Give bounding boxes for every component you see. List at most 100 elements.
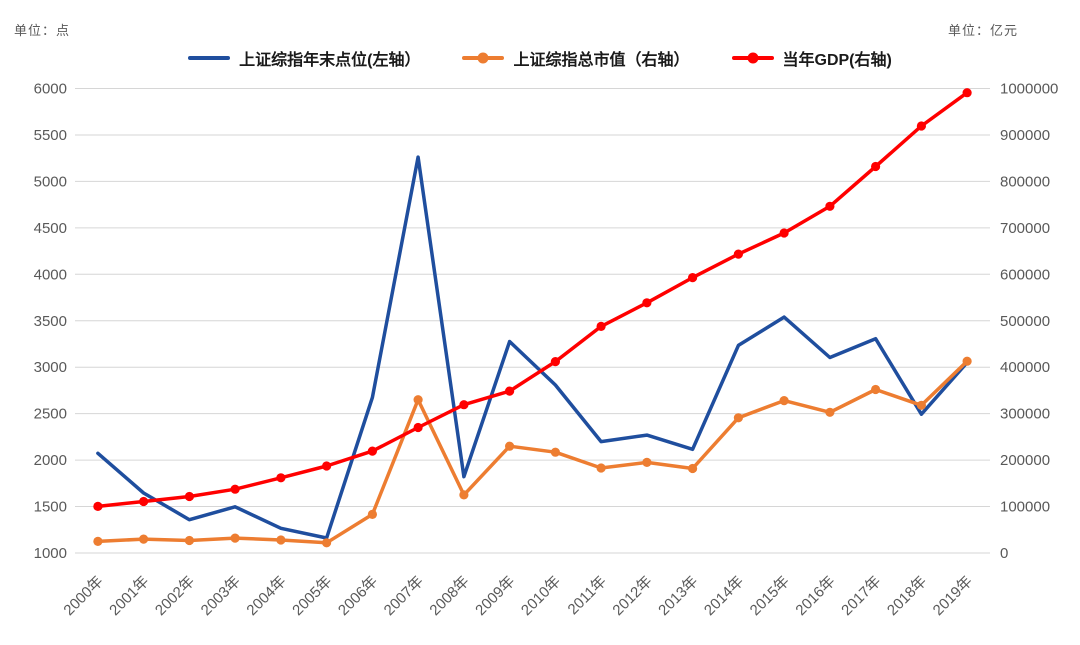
series-marker-1 <box>733 413 744 423</box>
x-axis-label: 2002年 <box>152 573 198 619</box>
legend-item-sse-index: 上证综指年末点位(左轴） <box>188 46 420 70</box>
x-axis-label: 2013年 <box>655 573 701 619</box>
legend-line-swatch-icon <box>188 56 231 60</box>
left-axis-tick: 6000 <box>34 81 67 98</box>
left-axis-tick: 2000 <box>34 452 67 469</box>
series-marker-1 <box>184 535 194 546</box>
right-axis-tick: 400000 <box>1000 359 1050 376</box>
legend-line-swatch-icon <box>731 52 774 64</box>
right-axis-tick: 1000000 <box>1000 81 1058 98</box>
series-marker-2 <box>367 446 377 456</box>
series-marker-1 <box>139 534 149 544</box>
x-axis-label: 2012年 <box>609 573 655 619</box>
series-line-2 <box>96 90 969 509</box>
right-axis-tick: 300000 <box>1000 406 1050 423</box>
x-axis-label: 2011年 <box>565 573 610 618</box>
series-marker-2 <box>322 461 332 471</box>
legend-marker-dot-icon <box>477 52 489 64</box>
series-marker-1 <box>550 447 561 457</box>
x-axis-label: 2015年 <box>747 573 793 619</box>
chart-legend: 上证综指年末点位(左轴） 上证综指总市值（右轴） 当年GDP(右轴) <box>0 46 1080 70</box>
x-axis-label: 2006年 <box>335 573 381 619</box>
x-axis-label: 2019年 <box>930 573 976 619</box>
x-axis-label: 2010年 <box>518 573 564 619</box>
series-marker-1 <box>413 395 423 405</box>
series-marker-1 <box>93 536 103 547</box>
x-axis-label: 2003年 <box>198 573 244 619</box>
series-marker-1 <box>871 384 881 395</box>
legend-label: 上证综指年末点位(左轴） <box>239 52 421 69</box>
left-axis-tick: 5000 <box>34 173 67 190</box>
x-axis-label: 2014年 <box>701 573 747 619</box>
left-axis-tick: 4000 <box>34 266 67 283</box>
x-axis-label: 2009年 <box>472 573 518 619</box>
series-marker-2 <box>93 501 103 511</box>
series-marker-2 <box>642 298 652 308</box>
x-axis-label: 2016年 <box>792 573 838 619</box>
series-line-1 <box>96 359 969 545</box>
series-marker-2 <box>139 496 149 507</box>
series-marker-1 <box>916 400 927 410</box>
right-axis-tick: 700000 <box>1000 220 1050 237</box>
x-axis-label: 2008年 <box>426 573 472 619</box>
series-marker-1 <box>276 535 286 545</box>
legend-marker-dot-icon <box>747 52 758 64</box>
series-marker-1 <box>779 396 789 406</box>
right-axis-tick: 200000 <box>1000 452 1050 469</box>
x-axis-label: 2000年 <box>60 573 106 619</box>
series-marker-2 <box>505 386 515 396</box>
x-axis-label: 2001年 <box>106 573 152 619</box>
series-marker-1 <box>322 538 332 548</box>
x-axis-label: 2007年 <box>381 573 427 619</box>
series-marker-1 <box>230 533 240 543</box>
right-axis-tick: 100000 <box>1000 499 1050 516</box>
left-axis-tick: 3000 <box>34 359 67 376</box>
x-axis-label: 2018年 <box>884 573 930 619</box>
series-marker-2 <box>825 201 835 211</box>
left-axis-unit-label: 单位：点 <box>14 23 71 38</box>
legend-line-swatch-icon <box>462 52 505 64</box>
series-marker-2 <box>962 88 972 98</box>
series-marker-2 <box>779 228 789 238</box>
series-marker-2 <box>459 400 469 410</box>
series-marker-1 <box>642 457 652 467</box>
series-marker-2 <box>596 321 606 331</box>
right-axis-tick: 800000 <box>1000 173 1050 190</box>
right-axis-unit-label: 单位：亿元 <box>947 23 1018 38</box>
series-marker-2 <box>276 473 286 483</box>
left-axis-tick: 1500 <box>34 499 67 516</box>
left-axis-tick: 2500 <box>34 406 67 423</box>
right-axis-tick: 600000 <box>1000 266 1050 283</box>
x-axis-label: 2004年 <box>243 573 289 619</box>
series-marker-2 <box>413 422 423 433</box>
series-marker-2 <box>184 491 194 502</box>
legend-label: 上证综指总市值（右轴） <box>513 52 690 69</box>
series-marker-1 <box>688 463 698 474</box>
series-marker-1 <box>596 463 606 473</box>
left-axis-tick: 5500 <box>34 127 67 144</box>
left-axis-tick: 4500 <box>34 220 67 237</box>
series-line-0 <box>96 155 969 540</box>
left-axis-tick: 1000 <box>34 545 67 562</box>
series-marker-1 <box>367 509 377 519</box>
legend-item-sse-marketcap: 上证综指总市值（右轴） <box>462 46 690 70</box>
legend-label: 当年GDP(右轴) <box>782 52 892 69</box>
right-axis-tick: 0 <box>1000 545 1008 562</box>
right-axis-tick: 500000 <box>1000 313 1050 330</box>
x-axis-label: 2005年 <box>289 573 335 619</box>
series-marker-1 <box>825 407 835 417</box>
series-marker-1 <box>962 356 972 366</box>
legend-item-gdp: 当年GDP(右轴) <box>731 46 892 70</box>
series-marker-1 <box>459 490 469 500</box>
left-axis-tick: 3500 <box>34 313 67 330</box>
x-axis-label: 2017年 <box>838 573 884 619</box>
series-marker-2 <box>550 357 561 367</box>
series-marker-2 <box>688 273 698 283</box>
series-marker-2 <box>230 484 240 494</box>
series-marker-2 <box>733 249 744 259</box>
series-marker-1 <box>505 441 515 451</box>
series-marker-2 <box>916 121 927 131</box>
right-axis-tick: 900000 <box>1000 127 1050 144</box>
